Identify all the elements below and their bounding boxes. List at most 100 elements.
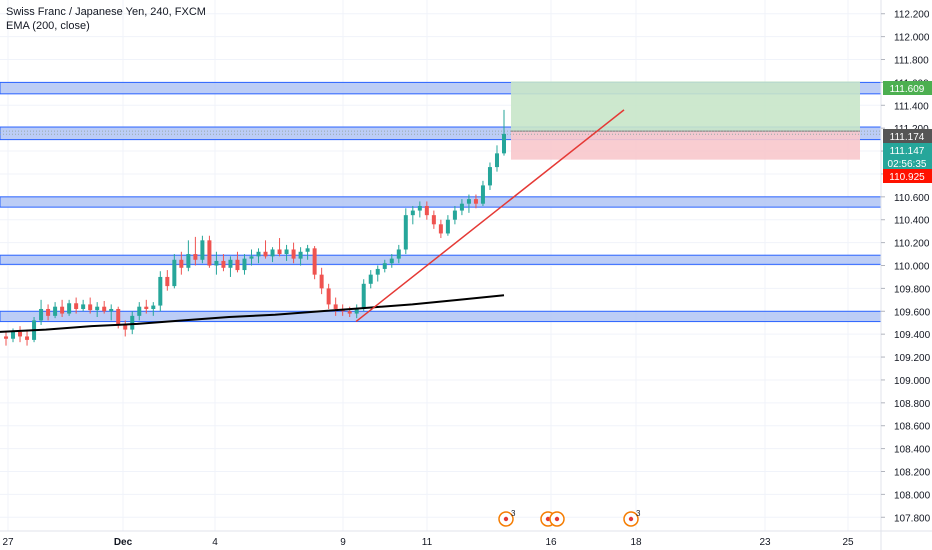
candle-body — [95, 306, 100, 311]
price-tick-label: 112.000 — [894, 33, 930, 44]
indicator-label[interactable]: EMA (200, close) — [6, 20, 90, 32]
price-tick-label: 110.000 — [894, 262, 930, 273]
candle-body — [354, 308, 359, 314]
candle-body — [368, 274, 373, 284]
candle-body — [46, 308, 51, 316]
candle-body — [452, 210, 457, 220]
price-label-tag — [883, 156, 932, 170]
price-label-tag — [883, 129, 932, 143]
target-zone[interactable] — [511, 81, 860, 132]
price-labels: 111.609 111.174 111.147 02:56:35 110.925 — [883, 81, 932, 183]
candle-body — [270, 249, 275, 257]
stop-zone[interactable] — [511, 131, 860, 160]
candle-body — [60, 306, 65, 314]
price-tick-label: 110.200 — [894, 239, 930, 250]
price-tick-label: 111.400 — [894, 101, 929, 112]
candle-body — [494, 153, 499, 168]
time-tick-label: 4 — [212, 537, 218, 548]
price-tick-label: 112.200 — [894, 10, 930, 21]
candle-body — [158, 276, 163, 306]
candle-body — [88, 304, 93, 311]
candle-body — [102, 306, 107, 312]
ema-line — [0, 294, 505, 333]
price-label-text: 110.925 — [889, 172, 925, 183]
candle-body — [305, 248, 310, 252]
time-tick-label: 16 — [545, 537, 557, 548]
candle-body — [256, 251, 261, 257]
candle-body — [228, 259, 233, 268]
event-marker-dot-icon — [628, 516, 634, 522]
candle-body — [200, 240, 205, 260]
price-tick-label: 108.000 — [894, 490, 931, 501]
candle-body — [410, 210, 415, 216]
symbol-title[interactable]: Swiss Franc / Japanese Yen, 240, FXCM — [6, 6, 206, 18]
candle-body — [39, 308, 44, 321]
candle-body — [25, 336, 30, 340]
candle-body — [298, 251, 303, 259]
sr-zone-rect[interactable] — [0, 196, 882, 208]
candle-body — [186, 254, 191, 268]
event-marker-dot-icon — [503, 516, 509, 522]
candle-body — [207, 240, 212, 266]
trend-line-segment[interactable] — [355, 109, 625, 323]
candle-body — [235, 259, 240, 271]
price-label-text: 111.147 — [890, 146, 925, 157]
price-tick-label: 109.200 — [894, 353, 931, 364]
time-tick-label: 23 — [759, 537, 771, 548]
trend-line[interactable] — [355, 109, 625, 323]
time-tick-label: 9 — [340, 537, 346, 548]
time-tick-label: 27 — [2, 537, 14, 548]
candle-body — [53, 306, 58, 316]
event-marker-count: 3 — [636, 509, 641, 518]
price-tick-label: 109.600 — [894, 307, 931, 318]
time-axis[interactable]: 27 Dec 4 9 11 16 18 23 25 — [2, 537, 854, 548]
price-tick-label: 109.800 — [894, 284, 931, 295]
price-tick-label: 109.400 — [894, 330, 931, 341]
candle-body — [172, 259, 177, 287]
price-tick-label: 108.400 — [894, 445, 931, 456]
candle-body — [396, 249, 401, 259]
event-marker-dot-icon — [554, 516, 560, 522]
candle-body — [116, 308, 121, 326]
candle-body — [4, 336, 8, 339]
price-tick-label: 109.000 — [894, 376, 931, 387]
candle-body — [312, 248, 317, 275]
position-tool[interactable] — [511, 81, 860, 160]
candle-body — [263, 251, 268, 257]
candle-body — [431, 215, 436, 225]
candle-body — [179, 259, 184, 268]
candle-body — [382, 263, 387, 269]
time-tick-label: Dec — [114, 537, 133, 548]
candle-body — [137, 306, 142, 316]
time-tick-label: 11 — [422, 537, 433, 548]
candle-body — [403, 215, 408, 250]
candle-body — [319, 274, 324, 289]
candle-body — [165, 276, 170, 287]
price-label-text: 111.174 — [890, 132, 925, 143]
price-tick-label: 108.200 — [894, 467, 931, 478]
candle-body — [361, 283, 366, 309]
price-tick-label: 110.400 — [894, 216, 930, 227]
candle-body — [221, 260, 226, 268]
candle-body — [389, 258, 394, 264]
time-tick-label: 18 — [630, 537, 642, 548]
candle-body — [333, 304, 338, 309]
candle-body — [144, 306, 149, 309]
candle-body — [123, 325, 128, 330]
candle-body — [214, 260, 219, 266]
candle-body — [11, 331, 16, 339]
price-label-tag — [883, 81, 932, 95]
candle-body — [130, 315, 135, 330]
candle-body — [284, 249, 289, 255]
candle-body — [445, 219, 450, 234]
event-marker-count: 3 — [511, 509, 516, 518]
candle-body — [438, 224, 443, 234]
candle-body — [466, 199, 471, 204]
candle-body — [502, 133, 506, 154]
candle-body — [424, 205, 429, 216]
candle-body — [473, 199, 478, 204]
sr-zone-rect[interactable] — [0, 254, 882, 265]
candle-body — [459, 203, 464, 211]
